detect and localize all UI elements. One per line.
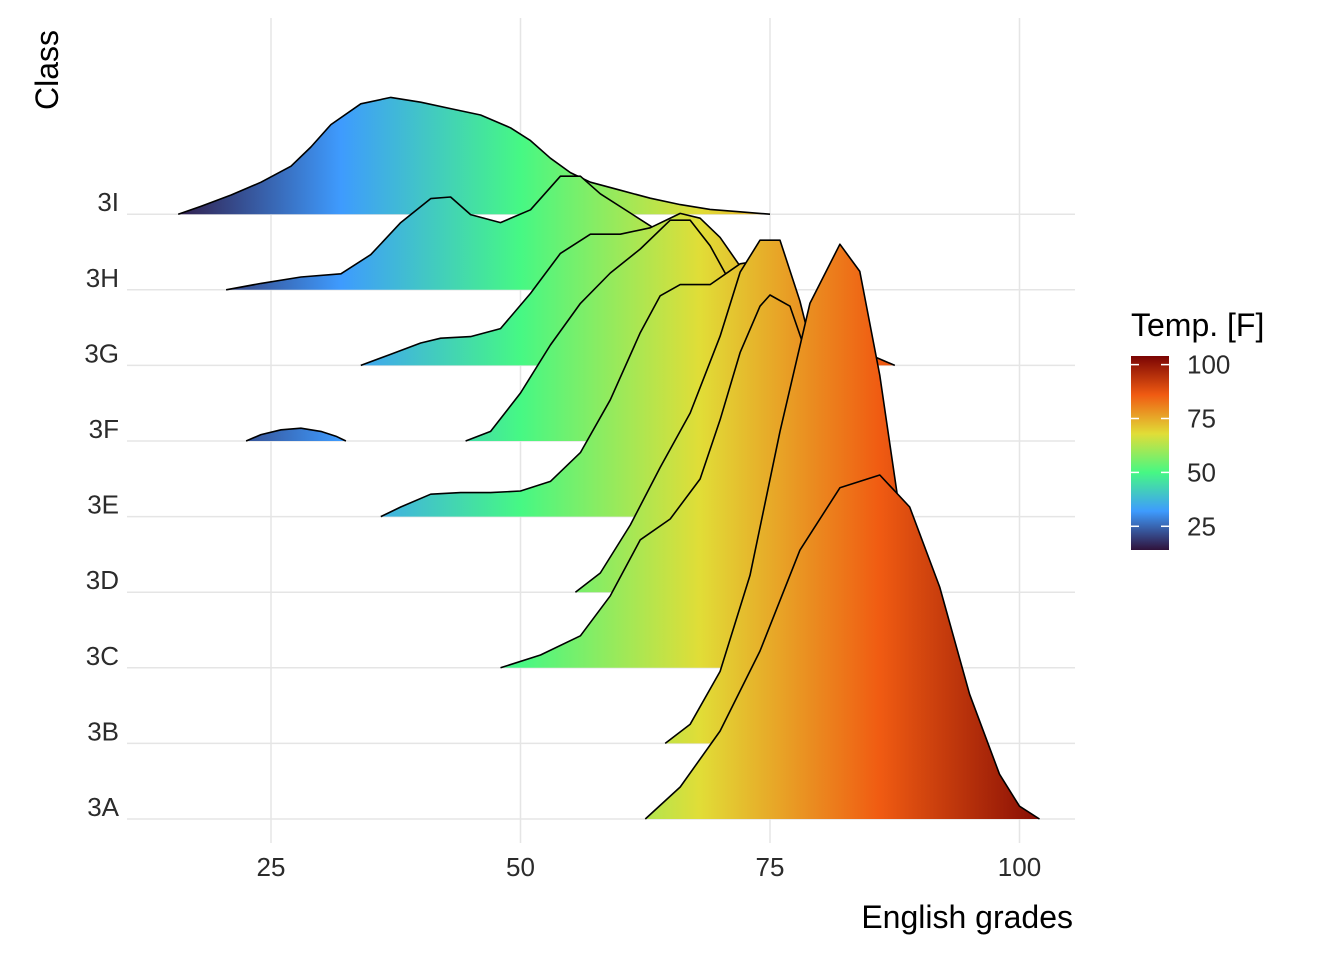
ridge-line-3i xyxy=(177,96,771,215)
legend-tick-label: 75 xyxy=(1187,404,1216,434)
x-tick-label: 100 xyxy=(998,852,1041,882)
y-tick-label: 3I xyxy=(97,187,119,217)
x-tick-label: 50 xyxy=(506,852,535,882)
ridge-line-3a xyxy=(644,474,1040,820)
legend-tick-label: 100 xyxy=(1187,350,1230,380)
legend-title: Temp. [F] xyxy=(1131,307,1264,343)
x-axis-title: English grades xyxy=(861,899,1073,935)
legend-tick-label: 50 xyxy=(1187,457,1216,487)
y-tick-label: 3E xyxy=(87,490,119,520)
y-tick-label: 3C xyxy=(86,641,119,671)
y-tick-label: 3A xyxy=(87,792,119,822)
y-tick-label: 3H xyxy=(86,263,119,293)
legend-tick-label: 25 xyxy=(1187,511,1216,541)
y-axis-ticks: 3A 3B 3C 3D 3E 3F 3G 3H 3I xyxy=(84,187,119,822)
ridge-fill-3i xyxy=(178,97,770,215)
x-tick-label: 75 xyxy=(756,852,785,882)
legend: Temp. [F] 25 50 75 100 xyxy=(1131,307,1264,550)
y-tick-label: 3D xyxy=(86,565,119,595)
y-tick-label: 3F xyxy=(89,414,119,444)
legend-colorbar xyxy=(1131,356,1169,550)
x-tick-label: 25 xyxy=(257,852,286,882)
y-axis-title: Class xyxy=(29,30,65,110)
ridge-fill-3f xyxy=(246,428,346,441)
legend-ticks: 25 50 75 100 xyxy=(1131,350,1230,541)
y-tick-label: 3G xyxy=(84,338,119,368)
y-tick-label: 3B xyxy=(87,716,119,746)
ridge-fill-3a xyxy=(645,475,1040,819)
density-ridges xyxy=(177,96,1040,820)
ridge-line-3f xyxy=(245,427,347,442)
x-axis-ticks: 25 50 75 100 xyxy=(257,852,1042,882)
